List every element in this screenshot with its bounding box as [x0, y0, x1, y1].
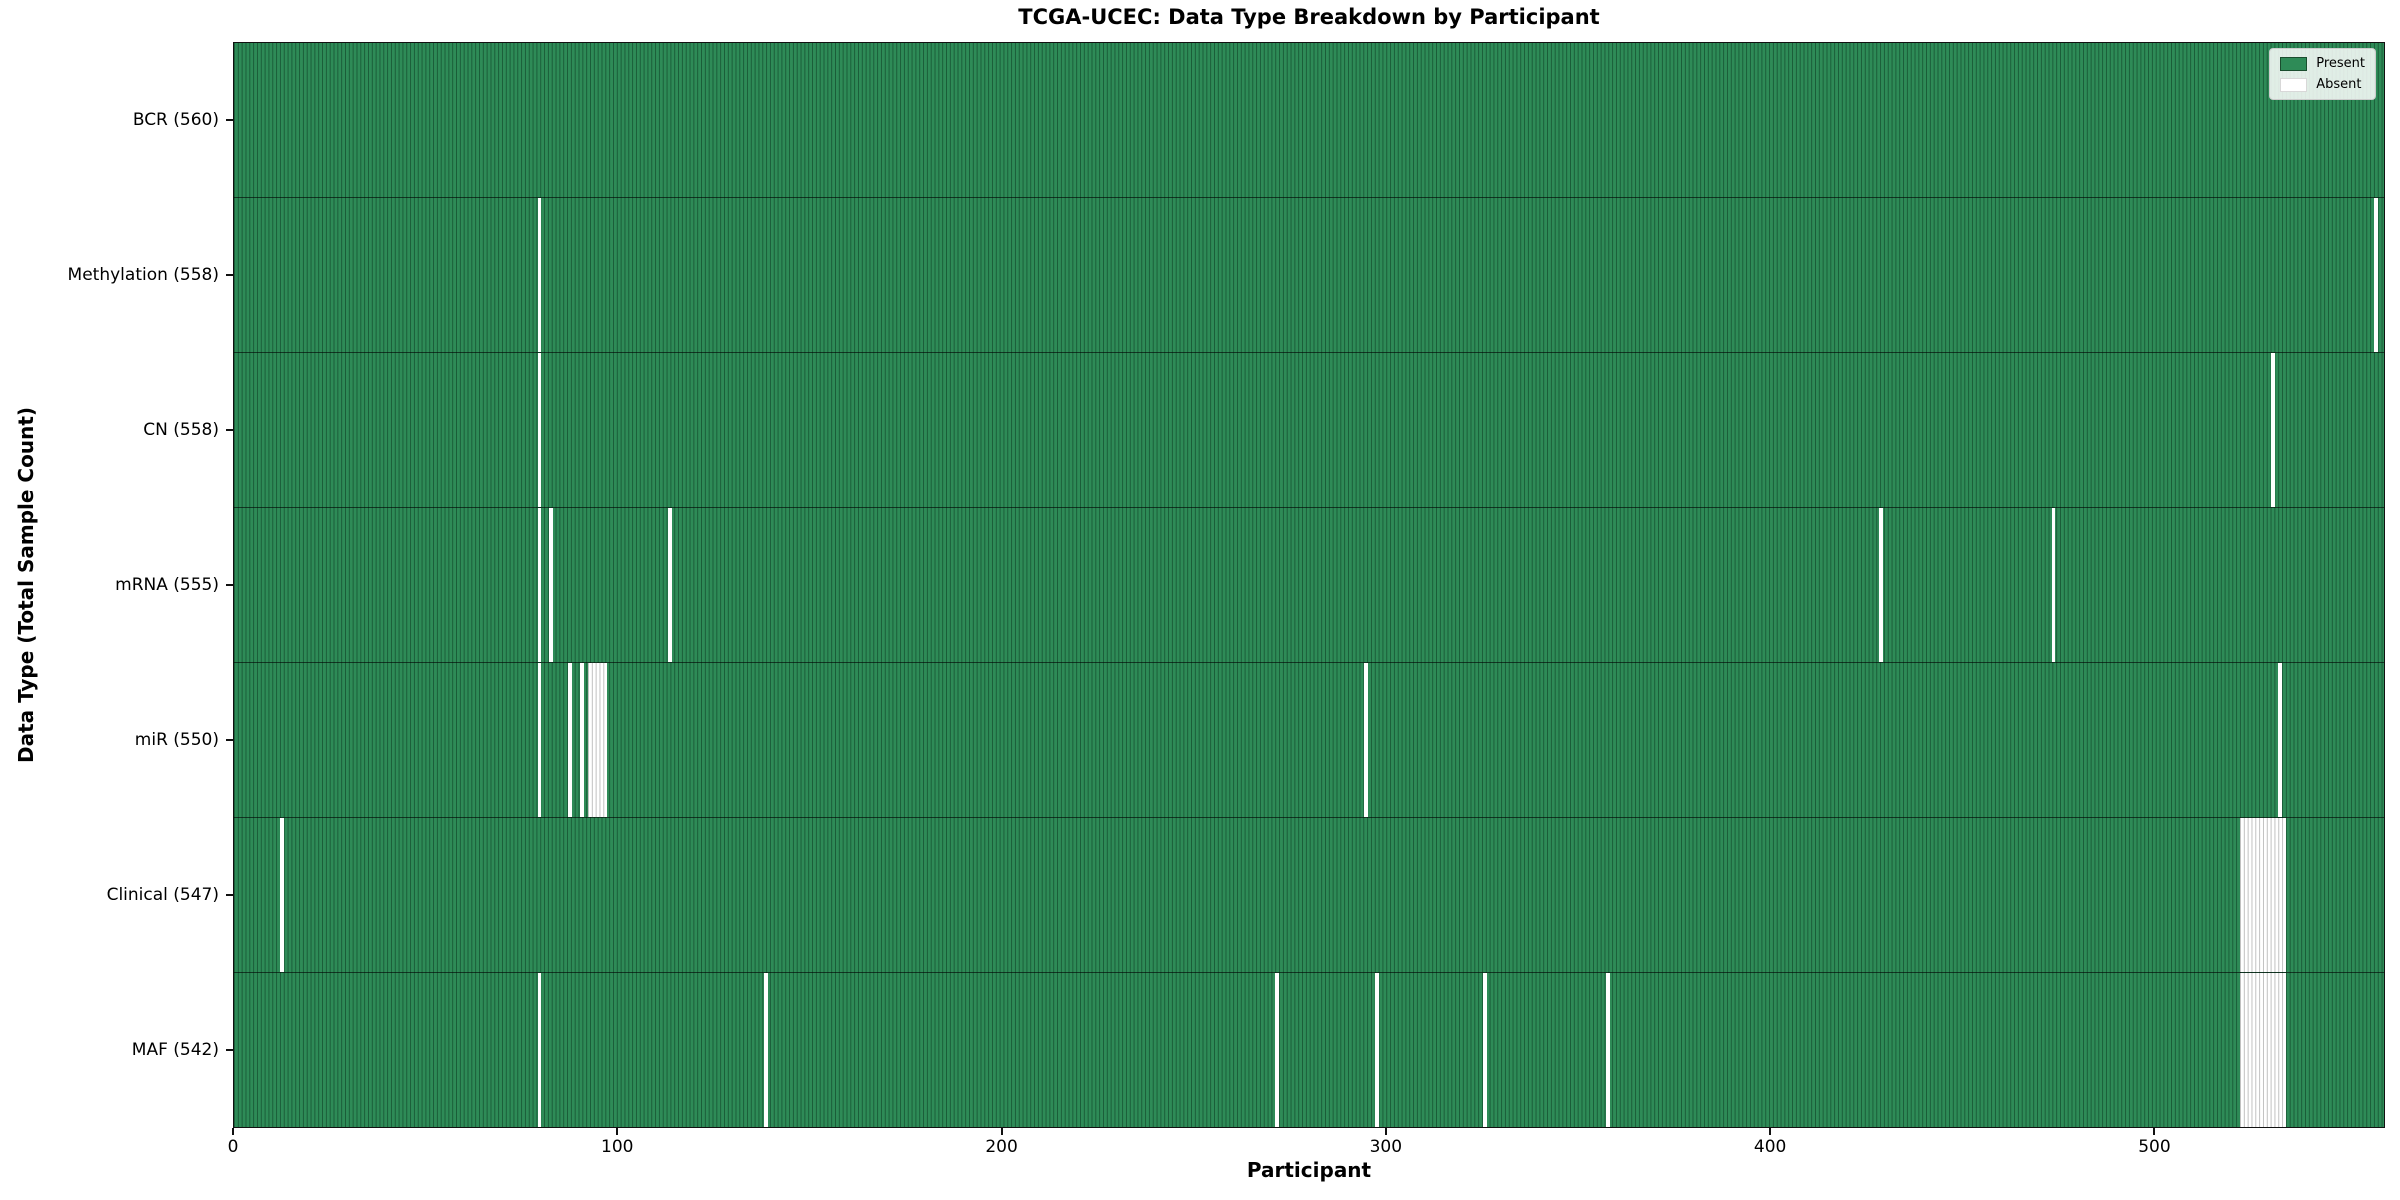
ytick-mark [226, 273, 233, 276]
absent-gap [568, 663, 573, 817]
absent-gap [2278, 663, 2283, 817]
ytick-label-maf: MAF (542) [131, 1040, 219, 1061]
ytick-mark [226, 584, 233, 586]
legend-label-present: Present [2316, 56, 2365, 71]
ytick-label-methylation: Methylation (558) [67, 264, 219, 285]
absent-gap [549, 508, 553, 662]
heatmap-row-mrna [234, 507, 2384, 662]
xtick-label-300: 300 [1369, 1137, 1403, 1157]
ytick-mark [226, 118, 233, 121]
xtick-mark [1769, 1128, 1772, 1135]
absent-gap [587, 663, 607, 817]
ytick-label-cn: CN (558) [143, 419, 219, 440]
absent-gap [1878, 508, 1883, 662]
absent-gap [537, 353, 542, 507]
ytick-mark [226, 894, 233, 897]
absent-gap [1275, 973, 1280, 1127]
heatmap-row-methylation [234, 197, 2384, 352]
heatmap-row-maf [234, 972, 2384, 1127]
legend: Present Absent [2269, 48, 2376, 100]
absent-gap [280, 818, 284, 972]
heatmap-row-bcr [234, 43, 2384, 197]
absent-gap [537, 508, 542, 662]
absent-gap [2374, 198, 2379, 352]
xtick-mark [616, 1128, 619, 1135]
absent-gap [1605, 973, 1610, 1127]
absent-gap [2051, 508, 2056, 662]
absent-gap [579, 663, 584, 817]
ytick-label-clinical: Clinical (547) [106, 885, 219, 906]
absent-gap [537, 663, 542, 817]
absent-gap [2270, 353, 2275, 507]
xtick-mark [1384, 1128, 1387, 1135]
xtick-mark [1000, 1128, 1003, 1135]
legend-item-absent: Absent [2280, 77, 2365, 92]
plot-area: Present Absent [233, 42, 2385, 1128]
absent-gap [764, 973, 769, 1127]
ytick-mark [226, 739, 233, 742]
heatmap-rows [234, 43, 2384, 1127]
ytick-label-mrna: mRNA (555) [115, 575, 219, 595]
absent-gap [1363, 663, 1368, 817]
heatmap-row-cn [234, 352, 2384, 507]
chart-title: TCGA-UCEC: Data Type Breakdown by Partic… [1018, 5, 1600, 29]
legend-label-absent: Absent [2316, 77, 2362, 92]
absent-swatch [2280, 77, 2308, 92]
xtick-mark [232, 1128, 234, 1135]
ytick-label-bcr: BCR (560) [132, 109, 219, 130]
legend-item-present: Present [2280, 56, 2365, 71]
x-axis-label: Participant [1246, 1158, 1372, 1182]
absent-gap [2239, 818, 2287, 972]
ytick-mark [226, 1049, 233, 1052]
xtick-label-200: 200 [985, 1137, 1018, 1157]
xtick-mark [2153, 1128, 2156, 1135]
ytick-label-mir: miR (550) [134, 730, 219, 751]
xtick-label-100: 100 [601, 1137, 634, 1157]
absent-gap [537, 973, 542, 1127]
heatmap-row-mir [234, 662, 2384, 817]
absent-gap [1375, 973, 1380, 1127]
xtick-label-400: 400 [1753, 1137, 1787, 1157]
absent-gap [668, 508, 673, 662]
present-swatch [2280, 56, 2308, 71]
heatmap-row-clinical [234, 817, 2384, 972]
xtick-label-0: 0 [227, 1137, 239, 1157]
xtick-label-500: 500 [2138, 1137, 2171, 1157]
absent-gap [1482, 973, 1487, 1127]
ytick-mark [226, 428, 233, 431]
absent-gap [537, 198, 542, 352]
absent-gap [2239, 973, 2287, 1127]
